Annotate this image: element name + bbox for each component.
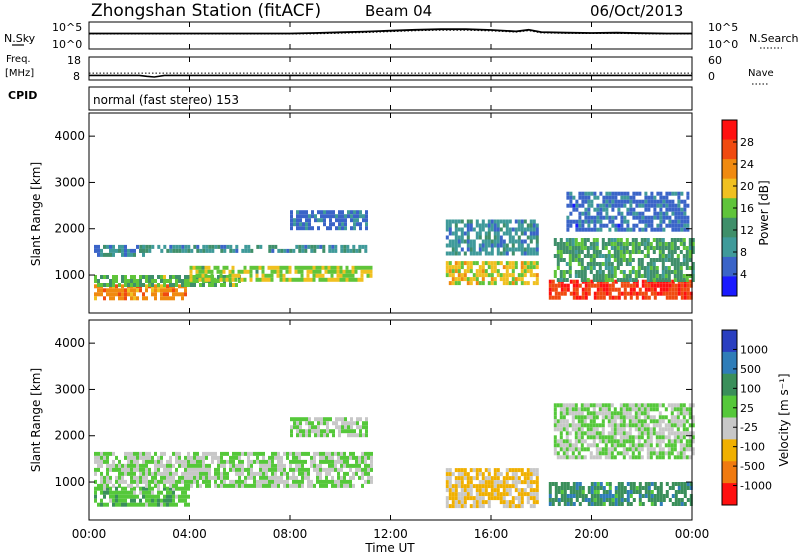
power-cell-8: [548, 279, 693, 300]
xaxis-label: Time UT: [364, 541, 415, 554]
power-ytick-label-1: 2000: [54, 222, 85, 236]
velocity-ytick-label-1: 2000: [54, 429, 85, 443]
velocity-colorbar-label: Velocity [m s⁻¹]: [777, 373, 791, 466]
power-cell-10: [566, 191, 690, 232]
velocity-colorbar-tick-6: -500: [740, 460, 765, 473]
velocity-ylabel: Slant Range [km]: [29, 368, 43, 472]
xtick-label-0: 00:00: [72, 527, 107, 541]
power-cell-5: [290, 210, 368, 231]
velocity-colorbar-swatch-4: [722, 417, 737, 440]
velocity-cell-5: [553, 403, 695, 460]
nsearch-tick-top: 10^5: [708, 21, 738, 34]
power-ytick-label-3: 4000: [54, 129, 85, 143]
nsky-tick-bottom: 10^0: [52, 38, 82, 51]
series-nsearch: [89, 29, 692, 35]
xtick-label-5: 20:00: [574, 527, 609, 541]
power-colorbar-tick-6: 28: [740, 136, 754, 149]
velocity-colorbar-swatch-0: [722, 330, 737, 353]
xtick-label-1: 04:00: [172, 527, 207, 541]
xtick-label-4: 16:00: [474, 527, 509, 541]
velocity-colorbar-tick-7: -1000: [740, 480, 772, 493]
nsearch-tick-bottom: 10^0: [708, 38, 738, 51]
freq-tick-top: 18: [67, 54, 81, 67]
velocity-colorbar-tick-5: -100: [740, 441, 765, 454]
power-ytick-label-2: 3000: [54, 175, 85, 189]
velocity-colorbar-tick-3: 25: [740, 402, 754, 415]
cpid-text: normal (fast stereo) 153: [93, 93, 239, 107]
freq-tick-bottom: 8: [73, 70, 80, 83]
velocity-colorbar-swatch-2: [722, 373, 737, 397]
velocity-ytick-label-0: 1000: [54, 475, 85, 489]
velocity-cell-1: [94, 451, 373, 488]
power-cell-3: [94, 244, 145, 257]
power-cell-4: [139, 244, 368, 253]
nsky-tick-top: 10^5: [52, 21, 82, 34]
power-cell-9: [553, 238, 695, 282]
power-colorbar-tick-1: 8: [740, 246, 747, 259]
cpid-label: CPID: [8, 89, 37, 102]
velocity-ytick-label-3: 4000: [54, 336, 85, 350]
velocity-cell-3: [445, 468, 539, 509]
nsky-label: N.Sky: [4, 32, 36, 45]
nsky-strip: N.Sky N.Search 10^5 10^0 10^5 10^0: [4, 21, 799, 51]
power-colorbar-tick-2: 12: [740, 224, 754, 237]
freq-strip: Freq. [MHz] 18 8 60 0 Nave: [5, 54, 774, 85]
velocity-cell-4: [548, 482, 693, 506]
velocity-colorbar-tick-0: 1000: [740, 343, 768, 356]
power-colorbar-tick-0: 4: [740, 268, 747, 281]
power-colorbar-swatch-1: [722, 139, 737, 160]
power-cell-7: [445, 219, 539, 256]
velocity-colorbar-swatch-1: [722, 351, 737, 375]
time-axis: 00:00 04:00 08:00 12:00 16:00 20:00 00:00: [72, 22, 710, 541]
plot-title: Zhongshan Station (fitACF): [91, 1, 321, 21]
power-colorbar-swatch-8: [722, 276, 737, 297]
velocity-colorbar-tick-2: 100: [740, 382, 761, 395]
power-colorbar-tick-5: 24: [740, 158, 754, 171]
power-colorbar-swatch-7: [722, 256, 737, 277]
power-ytick-label-0: 1000: [54, 268, 85, 282]
velocity-colorbar-swatch-6: [722, 461, 737, 484]
power-colorbar-swatch-6: [722, 237, 737, 258]
xtick-label-6: 00:00: [675, 527, 710, 541]
cpid-strip: CPID normal (fast stereo) 153: [8, 86, 693, 111]
power-colorbar-swatch-4: [722, 198, 737, 219]
nsearch-label: N.Search: [749, 32, 799, 45]
velocity-cell-2: [290, 417, 368, 438]
power-colorbar-swatch-0: [722, 120, 737, 141]
velocity-colorbar-tick-4: -25: [740, 421, 758, 434]
power-cell-2: [189, 265, 373, 282]
power-colorbar-swatch-2: [722, 159, 737, 180]
velocity-colorbar-swatch-5: [722, 439, 737, 462]
date-label: 06/Oct/2013: [590, 2, 683, 20]
nave-tick-bottom: 0: [708, 70, 715, 83]
power-colorbar-tick-3: 16: [740, 202, 754, 215]
power-colorbar-tick-4: 20: [740, 180, 754, 193]
power-colorbar-swatch-5: [722, 217, 737, 238]
velocity-colorbar-swatch-7: [722, 483, 737, 506]
power-panel: 1000 2000 3000 4000 Slant Range [km] 4 8 12 16…: [29, 112, 771, 314]
beam-label: Beam 04: [365, 2, 432, 20]
series-freq: [89, 74, 692, 78]
velocity-ytick-label-2: 3000: [54, 382, 85, 396]
velocity-panel: 1000 2000 3000 4000 Slant Range [km] 1000 50…: [29, 319, 791, 521]
nave-label: Nave: [748, 68, 774, 79]
power-colorbar-swatch-3: [722, 178, 737, 199]
freq-label: Freq.: [6, 54, 31, 65]
xtick-label-3: 12:00: [373, 527, 408, 541]
nave-tick-top: 60: [708, 54, 722, 67]
power-ylabel: Slant Range [km]: [29, 162, 43, 266]
power-colorbar-label: Power [dB]: [757, 180, 771, 245]
power-cell-6: [445, 261, 539, 286]
freq-unit-label: [MHz]: [5, 68, 34, 79]
velocity-cell-0: [94, 486, 190, 507]
velocity-colorbar-swatch-3: [722, 395, 737, 418]
xtick-label-2: 08:00: [273, 527, 308, 541]
velocity-colorbar-tick-1: 500: [740, 363, 761, 376]
